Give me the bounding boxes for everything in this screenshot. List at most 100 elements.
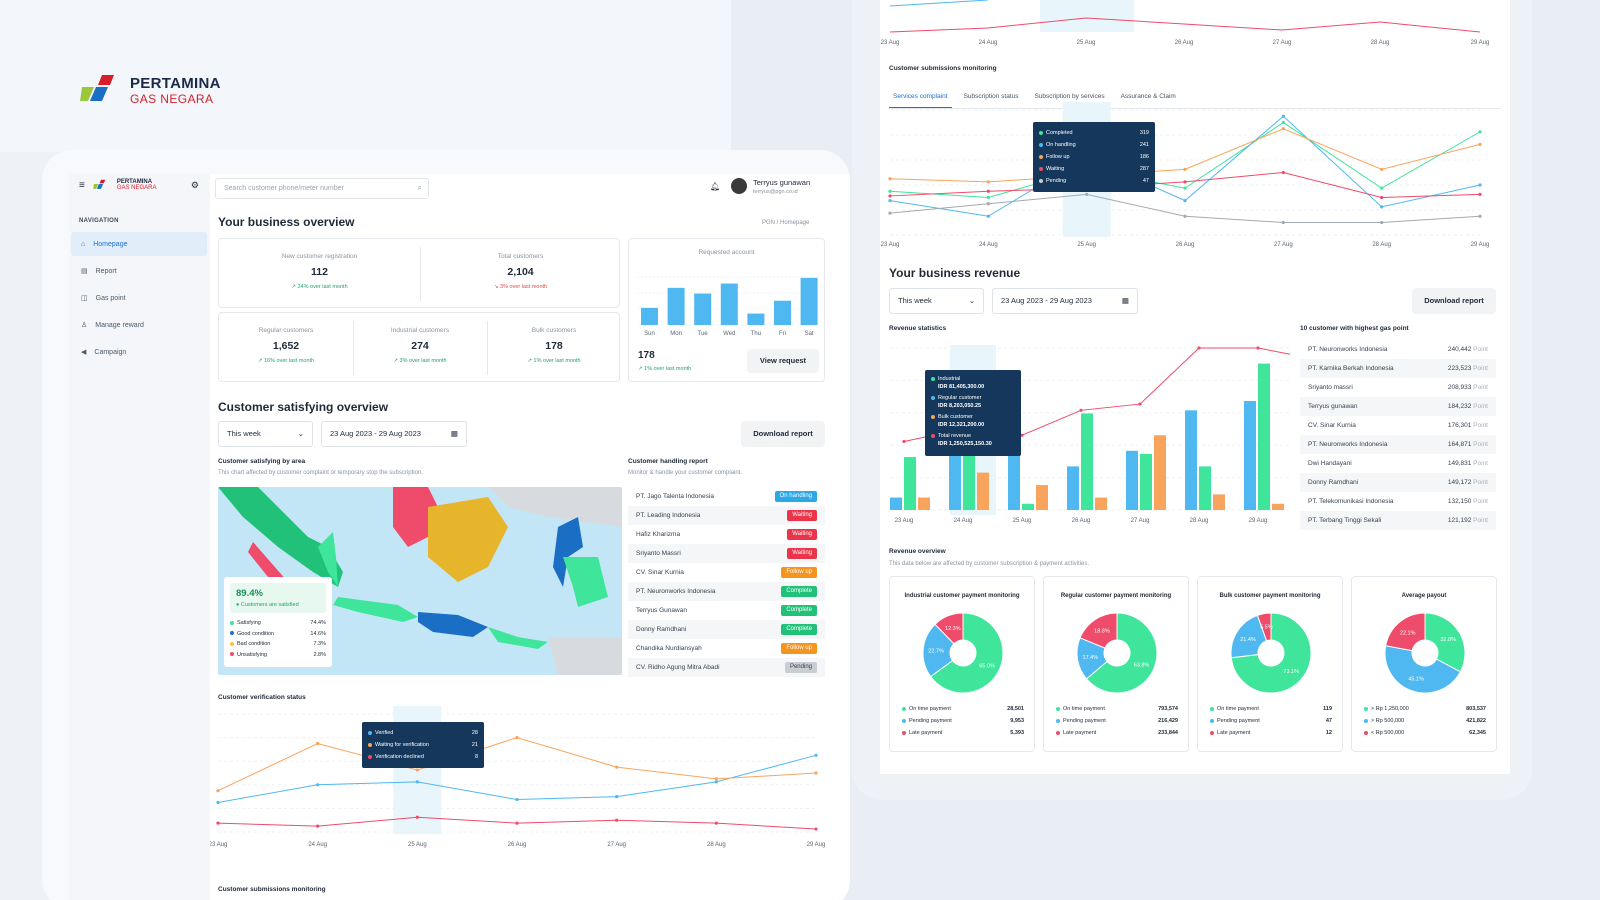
tab-subscription-by-services[interactable]: Subscription by services (1034, 93, 1105, 100)
sidebar-item-campaign[interactable]: ◀ Campaign (71, 340, 207, 364)
data-point (1197, 346, 1201, 350)
stat-change: ↗ 3% over last month (393, 358, 447, 364)
revenue-download-button[interactable]: Download report (1412, 288, 1496, 314)
data-point (888, 177, 892, 181)
legend-dot (1056, 718, 1060, 723)
avatar[interactable] (731, 178, 747, 194)
tooltip-value: 319 (1139, 130, 1149, 136)
satisfaction-percent-label: ● Customers are satisfied (236, 602, 299, 608)
legend-dot (1056, 706, 1060, 711)
tab-assurance-claim[interactable]: Assurance & Claim (1120, 93, 1176, 100)
tick-label: 27 Aug (607, 842, 626, 848)
stat-value: 1,652 (272, 340, 300, 352)
legend-dot (902, 718, 906, 723)
range-select[interactable]: This week ⌄ (218, 421, 313, 447)
revenue-bar-chart: 23 Aug 24 Aug 25 Aug 26 Aug 27 Aug 28 Aug 29 A… (890, 345, 1292, 524)
stat-change: ↗ 24% over last month (291, 284, 348, 290)
list-item: PT. Neuronworks Indonesia Complete (628, 582, 825, 601)
bar (1272, 503, 1284, 510)
status-badge: On handling (774, 491, 817, 502)
customer-name: Donny Ramdhani (636, 626, 687, 633)
top-customers-list: PT. Neuronworks Indonesia 240,442 Point PT… (1300, 340, 1496, 530)
verification-line-chart: 23 Aug 24 Aug 25 Aug 26 Aug 27 Aug 28 Aug 29 A… (210, 706, 826, 848)
legend-label: > Rp 1,250,000 (1364, 703, 1409, 715)
user-info[interactable]: Terryus gunawan terryus@pgn.co.id (753, 178, 810, 195)
slice-label: 12.3% (945, 626, 961, 632)
stat-value: 274 (411, 340, 429, 352)
sidebar-item-homepage[interactable]: ⌂ Homepage (71, 232, 207, 256)
menu-icon[interactable]: ≡ (79, 179, 85, 191)
data-point (814, 753, 818, 757)
gas-point-value: 132,150 Point (1447, 498, 1488, 505)
data-point (1183, 214, 1187, 218)
background-panel (0, 0, 731, 152)
tooltip-row: Total revenue IDR 1,250,525,150.30 (931, 432, 1015, 448)
pie-card: Regular customer payment monitoring 63.8%… (1043, 576, 1189, 752)
sidebar-item-report[interactable]: ▤ Report (71, 259, 207, 283)
tick-label: 26 Aug (1175, 40, 1194, 46)
data-point (415, 768, 419, 772)
tooltip-dot (931, 433, 935, 438)
list-item: Hafiz Kharizma Waiting (628, 525, 825, 544)
tick-label: 23 Aug (895, 518, 914, 524)
sidebar-item-gas-point[interactable]: ◫ Gas point (71, 286, 207, 310)
bell-icon[interactable]: 🔔︎ (710, 182, 721, 191)
pie-slice (1424, 612, 1466, 673)
tick-label: Fri (779, 331, 786, 337)
data-point (1183, 167, 1187, 171)
stat-value: 112 (311, 266, 328, 278)
customer-name: Sriyanto massri (1308, 384, 1353, 391)
stat-label: Total customers (497, 253, 544, 260)
point-unit: Point (1473, 479, 1488, 486)
tab-services-complaint[interactable]: Services complaint (889, 93, 952, 108)
revenue-overview-subtitle: This data below are affected by customer… (889, 561, 1089, 567)
customer-name: Terryus gunawan (1308, 403, 1358, 410)
breadcrumb[interactable]: PGN / Homepage (762, 220, 810, 226)
gear-icon[interactable]: ⚙ (190, 179, 199, 190)
requested-change-text: 1% over last month (644, 366, 692, 372)
status-badge: Waiting (787, 510, 817, 521)
data-point (1281, 114, 1285, 118)
legend-value: 803,537 (1466, 706, 1486, 712)
tooltip-row: On handling 241 (1039, 139, 1149, 151)
legend-dot (1210, 718, 1214, 723)
search-input[interactable]: Search customer phone/meter number ⌕ (215, 178, 429, 199)
point-unit: Point (1473, 441, 1488, 448)
stat-label: Industrial customers (390, 327, 450, 334)
legend-value: 2.8% (313, 651, 326, 658)
slice-label: 32.8% (1440, 637, 1456, 643)
tooltip-row: Bulk customer IDR 12,321,200.00 (931, 413, 1015, 429)
legend-item: Late payment 12 (1210, 727, 1332, 739)
download-report-button[interactable]: Download report (741, 421, 825, 447)
sidebar-item-manage-reward[interactable]: ♙ Manage reward (71, 313, 207, 337)
legend-value: 216,429 (1158, 718, 1178, 724)
tick-label: 29 Aug (807, 842, 826, 848)
tab-subscription-status[interactable]: Subscription status (963, 93, 1019, 100)
revenue-overview-title: Revenue overview (889, 548, 946, 555)
requested-value: 178 (638, 350, 655, 361)
legend-value: 9,953 (1010, 718, 1024, 724)
legend-value: 119 (1323, 706, 1332, 712)
data-point (1380, 220, 1384, 225)
point-unit: Point (1473, 517, 1488, 524)
satisfaction-map[interactable]: 89.4% ● Customers are satisfied Satisfyi… (218, 487, 622, 675)
tooltip-dot (1039, 130, 1043, 135)
user-name: Terryus gunawan (753, 178, 811, 187)
revenue-range-select[interactable]: This week ⌄ (889, 288, 984, 314)
data-point (1478, 192, 1482, 196)
date-range-field[interactable]: 23 Aug 2023 - 29 Aug 2023 ▦ (321, 421, 467, 447)
bar (904, 457, 916, 510)
gas-point-value: 184,232 Point (1447, 403, 1488, 410)
customer-name: PT. Neuronworks Indonesia (1308, 346, 1388, 353)
tooltip-value: 28 (471, 730, 478, 736)
bar (1258, 363, 1270, 510)
bar (800, 277, 818, 325)
tick-label: 23 Aug (881, 40, 900, 46)
tooltip-value: IDR 1,250,525,150.30 (938, 441, 992, 447)
stat-change-text: 24% over last month (297, 284, 348, 290)
sidebar-item-label: Report (95, 267, 117, 275)
revenue-date-field[interactable]: 23 Aug 2023 - 29 Aug 2023 ▦ (992, 288, 1138, 314)
sidebar-brand-sub: GAS NEGARA (116, 185, 157, 191)
customer-name: PT. Leading Indonesia (636, 512, 701, 519)
view-request-button[interactable]: View request (747, 349, 819, 373)
